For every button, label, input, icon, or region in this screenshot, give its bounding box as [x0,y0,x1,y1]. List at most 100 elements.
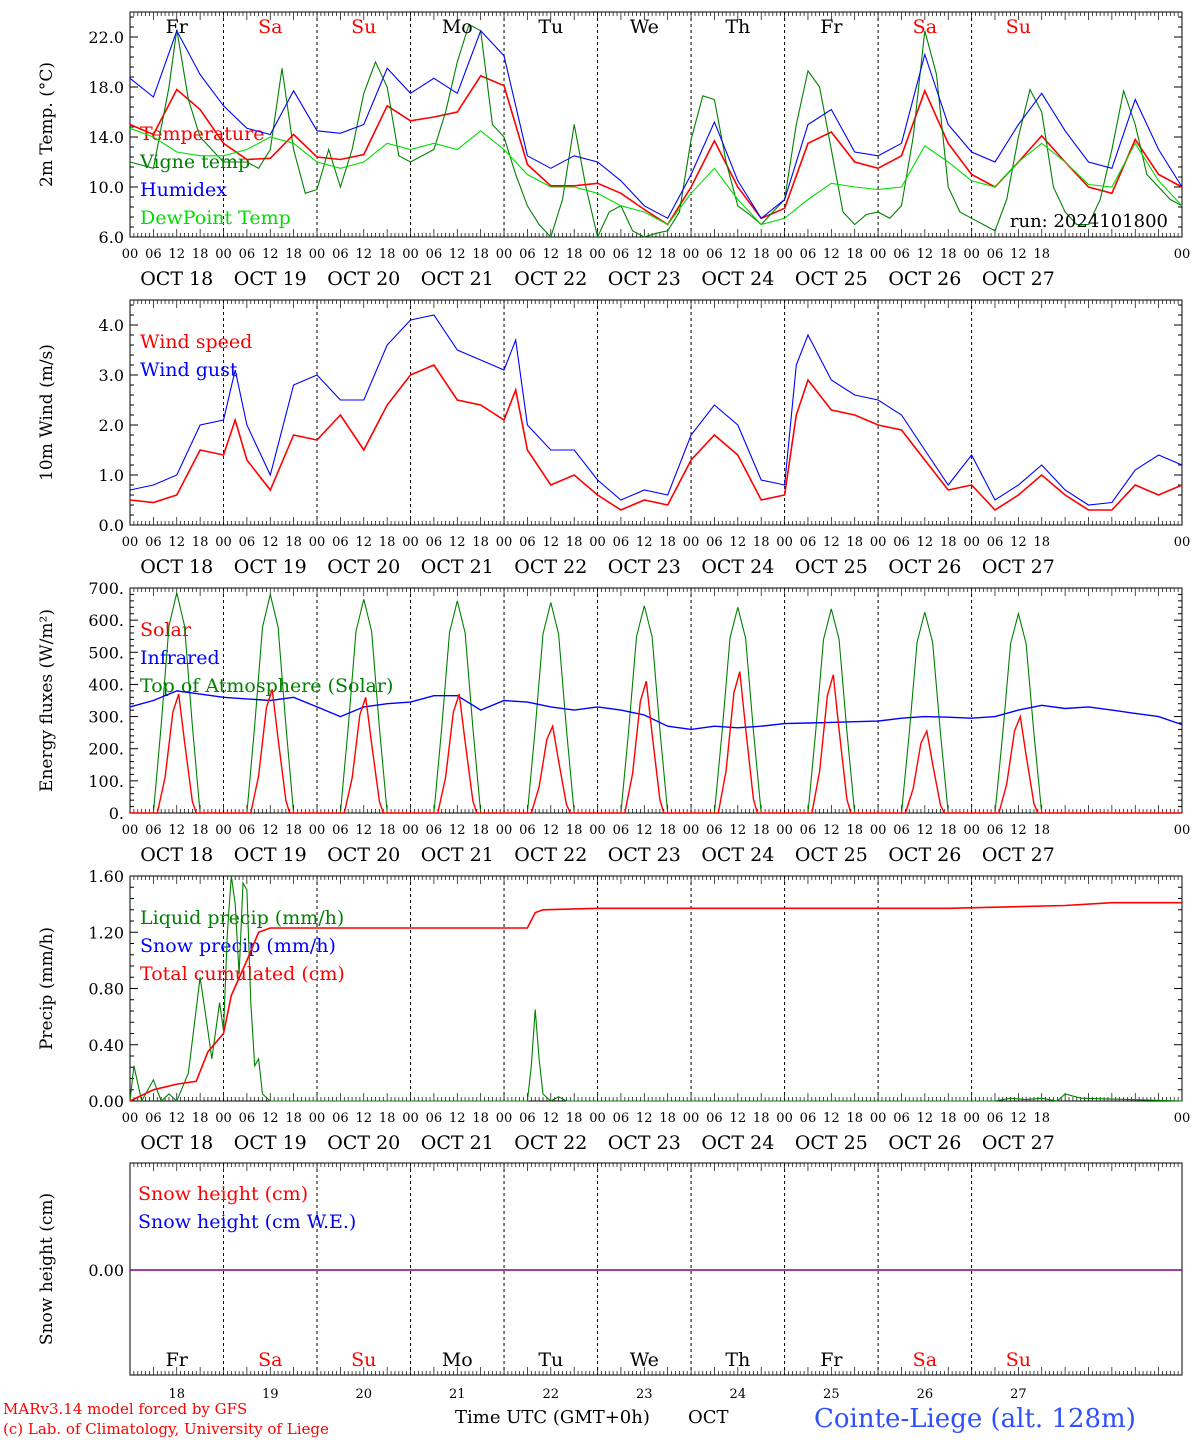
hour-label: 12 [917,247,934,262]
series-line-solar [130,671,1182,814]
y-tick-label: 1.20 [88,923,124,942]
hour-label: 18 [192,535,209,550]
day-name-label: Sa [258,16,282,38]
day-name-label: Su [351,1349,376,1371]
date-label: OCT 24 [701,268,774,290]
day-name-label: We [630,1349,659,1371]
day-name-label: Su [1006,16,1031,38]
legend-entry: Wind speed [140,331,252,353]
series-line-total-cumulated-cm- [129,901,1182,1102]
hour-label: 12 [636,823,653,838]
date-label: OCT 26 [888,844,961,866]
station-label: Cointe-Liege (alt. 128m) [814,1404,1136,1434]
hour-label: 00 [215,1111,232,1126]
hour-label: 12 [262,247,279,262]
hour-label: 06 [613,247,630,262]
hour-label: 06 [519,535,536,550]
hour-label: 00 [776,1111,793,1126]
hour-label: 18 [1033,823,1050,838]
plot-frame [129,587,1183,814]
date-label: OCT 26 [888,556,961,578]
hour-label: 18 [846,1111,863,1126]
hour-label: 12 [1010,247,1027,262]
day-name-label: Th [725,16,750,38]
series-line-wind-speed [129,364,1183,512]
hour-label: 06 [426,1111,443,1126]
series-line-vigne-temp [129,23,1183,239]
hour-label: 18 [472,247,489,262]
date-label: OCT 22 [514,844,587,866]
legend-entry: Humidex [140,179,227,201]
hour-label: 06 [145,535,162,550]
hour-label: 00 [683,247,700,262]
date-label: OCT 20 [327,1132,400,1154]
hour-label: 18 [285,535,302,550]
day-number-label: 26 [917,1387,934,1402]
hour-label: 00 [776,247,793,262]
date-label: OCT 25 [795,844,868,866]
hour-label: 18 [753,1111,770,1126]
y-tick-label: 2.0 [99,416,124,435]
hour-label: 18 [192,823,209,838]
chart-panel-1: 6.0 10.0 14.0 18.0 22.0 2m Temp. (°C) 00 06 12 18… [37,11,1190,290]
chart-panels: 6.0 10.0 14.0 18.0 22.0 2m Temp. (°C) 00 06 12 18… [37,11,1190,1402]
hour-label: 06 [145,823,162,838]
hour-label: 06 [239,247,256,262]
day-number-label: 27 [1010,1387,1027,1402]
y-axis-label: Energy fluxes (W/m²) [37,609,57,792]
y-tick-label: 400. [88,675,124,694]
legend-entry: Infrared [140,647,220,669]
hour-label: 18 [379,823,396,838]
date-label: OCT 27 [982,268,1055,290]
hour-label: 18 [379,1111,396,1126]
date-label: OCT 23 [608,1132,681,1154]
hour-label: 06 [332,1111,349,1126]
series-line-temperature [129,74,1183,226]
y-tick-label: 1.0 [99,466,124,485]
hour-label: 06 [519,823,536,838]
hour-label: 00 [963,823,980,838]
date-label: OCT 23 [608,844,681,866]
hour-label: 00 [402,535,419,550]
hour-label: 18 [753,823,770,838]
hour-label: 12 [168,1111,185,1126]
hour-label: 12 [730,535,747,550]
y-tick-label: 500. [88,643,124,662]
day-number-label: 19 [262,1387,279,1402]
hour-label: 18 [846,823,863,838]
date-label: OCT 26 [888,268,961,290]
hour-label: 12 [823,535,840,550]
hour-label: 00 [496,247,513,262]
y-tick-label: 700. [88,579,124,598]
hour-label: 12 [543,823,560,838]
y-tick-label: 200. [88,740,124,759]
hour-label: 12 [449,1111,466,1126]
hour-label: 00 [776,535,793,550]
hour-label: 12 [823,247,840,262]
hour-label: 12 [1010,1111,1027,1126]
date-label: OCT 19 [234,268,307,290]
legend-entry: DewPoint Temp [140,207,291,229]
hour-label: 06 [426,823,443,838]
day-name-label: Fr [820,16,843,38]
hour-label: 00 [589,823,606,838]
day-number-label: 18 [168,1387,185,1402]
legend-entry: Temperature [140,123,264,145]
hour-label: 18 [566,535,583,550]
hour-label: 06 [519,247,536,262]
y-tick-label: 0.00 [88,1092,124,1111]
hour-label: 18 [659,823,676,838]
legend-entry: Total cumulated (cm) [140,963,345,985]
hour-label: 12 [543,535,560,550]
x-axis-title: Time UTC (GMT+0h) [455,1407,650,1428]
hour-label: 00 [870,823,887,838]
series-line-humidex [129,29,1183,220]
hour-label: 00 [870,535,887,550]
legend-entry: Solar [140,619,192,641]
hour-label: 18 [192,1111,209,1126]
y-tick-label: 18.0 [88,78,124,97]
hour-label: 18 [566,1111,583,1126]
date-label: OCT 23 [608,556,681,578]
hour-label: 00 [963,1111,980,1126]
hour-label: 00 [496,1111,513,1126]
